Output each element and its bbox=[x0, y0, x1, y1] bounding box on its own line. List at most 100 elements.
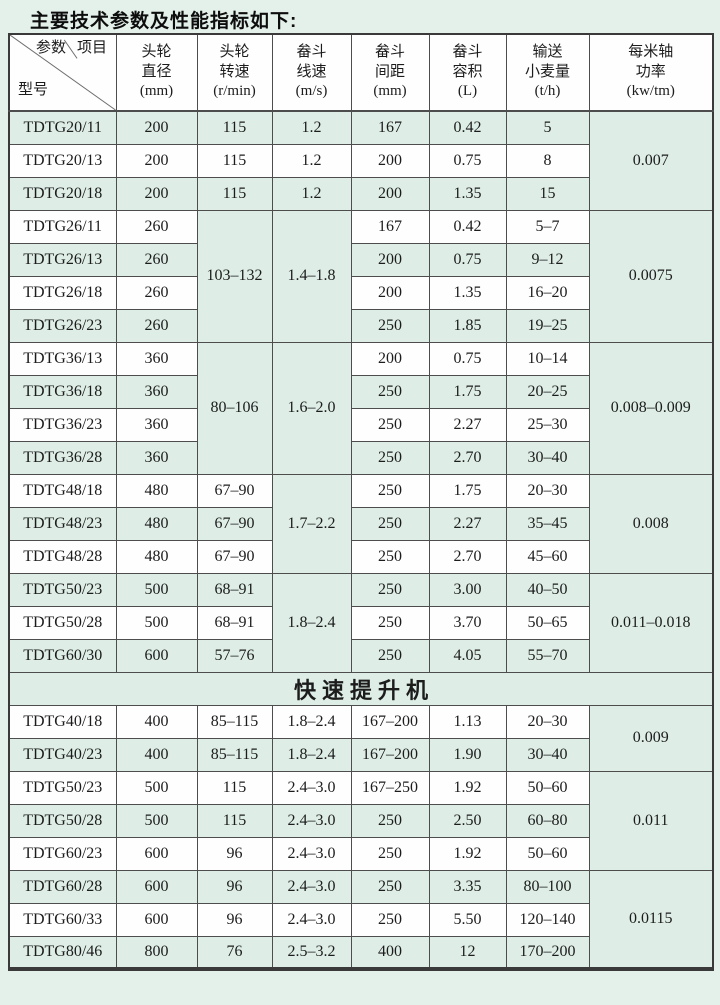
value-cell: 96 bbox=[196, 869, 273, 904]
value-cell: 200 bbox=[115, 176, 198, 211]
column-header-line: (L) bbox=[457, 83, 478, 100]
model-cell: TDTG60/28 bbox=[8, 869, 117, 904]
value-cell: 200 bbox=[350, 275, 430, 310]
value-cell: 200 bbox=[115, 143, 198, 178]
value-cell: 2.4–3.0 bbox=[271, 902, 352, 937]
value-cell: 1.13 bbox=[428, 704, 507, 739]
value-cell: 250 bbox=[350, 473, 430, 508]
value-cell: 500 bbox=[115, 770, 198, 805]
value-cell: 8 bbox=[505, 143, 590, 178]
column-header-line: 小麦量 bbox=[524, 63, 570, 80]
value-cell: 400 bbox=[115, 737, 198, 772]
table-row: TDTG60/33 600 96 2.4–3.0 250 5.50 120–140 bbox=[8, 902, 713, 937]
value-cell: 67–90 bbox=[196, 539, 273, 574]
value-cell: 1.75 bbox=[428, 374, 507, 409]
value-cell: 12 bbox=[428, 935, 507, 970]
model-cell: TDTG26/23 bbox=[8, 308, 117, 343]
value-cell: 0.75 bbox=[428, 143, 507, 178]
table-row: TDTG20/13 200 115 1.2 200 0.75 8 bbox=[8, 143, 713, 178]
merged-value-cell: 1.4–1.8 bbox=[271, 209, 352, 343]
value-cell: 68–91 bbox=[196, 572, 273, 607]
value-cell: 2.4–3.0 bbox=[271, 836, 352, 871]
value-cell: 3.35 bbox=[428, 869, 507, 904]
value-cell: 250 bbox=[350, 440, 430, 475]
column-header-line: 线速 bbox=[296, 63, 327, 80]
table-row: TDTG20/18 200 115 1.2 200 1.35 15 bbox=[8, 176, 713, 211]
value-cell: 1.8–2.4 bbox=[271, 737, 352, 772]
column-header-line: 畚斗 bbox=[374, 43, 405, 60]
table-row: TDTG26/11 260 103–132 1.4–1.8 167 0.42 5–7 0.00… bbox=[8, 209, 714, 343]
table-row: TDTG26/18 260 200 1.35 16–20 bbox=[8, 275, 713, 310]
value-cell: 120–140 bbox=[505, 902, 590, 937]
column-header: 畚斗 容积 (L) bbox=[428, 33, 507, 112]
table-row: TDTG60/23 600 96 2.4–3.0 250 1.92 50–60 bbox=[8, 836, 713, 871]
model-cell: TDTG60/33 bbox=[8, 902, 117, 937]
value-cell: 600 bbox=[115, 638, 198, 673]
model-cell: TDTG26/18 bbox=[8, 275, 117, 310]
value-cell: 167–200 bbox=[350, 704, 430, 739]
corner-param-label: 参数 bbox=[36, 40, 67, 56]
page-title: 主要技术参数及性能指标如下: bbox=[30, 11, 298, 32]
value-cell: 2.70 bbox=[428, 539, 507, 574]
value-cell: 400 bbox=[350, 935, 430, 970]
column-header-line: (mm) bbox=[139, 83, 174, 100]
value-cell: 360 bbox=[115, 440, 198, 475]
value-cell: 40–50 bbox=[505, 572, 590, 607]
value-cell: 250 bbox=[350, 539, 430, 574]
table-row: TDTG60/30 600 57–76 250 4.05 55–70 bbox=[8, 638, 713, 673]
value-cell: 115 bbox=[196, 110, 273, 145]
value-cell: 250 bbox=[350, 902, 430, 937]
merged-value-cell: 0.007 bbox=[588, 110, 714, 211]
value-cell: 1.2 bbox=[271, 110, 352, 145]
column-header-line: 间距 bbox=[374, 63, 405, 80]
value-cell: 2.4–3.0 bbox=[271, 869, 352, 904]
table-row: TDTG50/28 500 115 2.4–3.0 250 2.50 60–80 bbox=[8, 803, 713, 838]
value-cell: 600 bbox=[115, 902, 198, 937]
value-cell: 1.35 bbox=[428, 176, 507, 211]
value-cell: 500 bbox=[115, 605, 198, 640]
value-cell: 260 bbox=[115, 308, 198, 343]
value-cell: 2.70 bbox=[428, 440, 507, 475]
value-cell: 20–30 bbox=[505, 473, 590, 508]
value-cell: 55–70 bbox=[505, 638, 590, 673]
diagonal-divider-icon bbox=[10, 35, 115, 109]
model-cell: TDTG50/28 bbox=[8, 803, 117, 838]
column-header-line: 容积 bbox=[452, 63, 483, 80]
value-cell: 85–115 bbox=[196, 704, 273, 739]
table-row: TDTG80/46 800 76 2.5–3.2 400 12 170–200 bbox=[8, 935, 713, 970]
table-row: TDTG36/18 360 250 1.75 20–25 bbox=[8, 374, 713, 409]
value-cell: 50–65 bbox=[505, 605, 590, 640]
value-cell: 0.42 bbox=[428, 110, 507, 145]
model-cell: TDTG48/18 bbox=[8, 473, 117, 508]
merged-value-cell: 103–132 bbox=[196, 209, 273, 343]
column-header-line: 转速 bbox=[219, 63, 250, 80]
column-header: 头轮 直径 (mm) bbox=[115, 33, 198, 112]
value-cell: 115 bbox=[196, 176, 273, 211]
column-header-line: (m/s) bbox=[295, 83, 328, 100]
value-cell: 480 bbox=[115, 539, 198, 574]
value-cell: 2.4–3.0 bbox=[271, 803, 352, 838]
value-cell: 250 bbox=[350, 605, 430, 640]
value-cell: 260 bbox=[115, 275, 198, 310]
value-cell: 170–200 bbox=[505, 935, 590, 970]
table-row: TDTG50/23 500 115 2.4–3.0 167–250 1.92 50–60 0.… bbox=[8, 770, 714, 871]
section-divider-row: 快速提升机 bbox=[8, 671, 714, 706]
value-cell: 500 bbox=[115, 803, 198, 838]
value-cell: 250 bbox=[350, 638, 430, 673]
model-cell: TDTG36/13 bbox=[8, 341, 117, 376]
value-cell: 200 bbox=[350, 242, 430, 277]
model-cell: TDTG50/23 bbox=[8, 770, 117, 805]
value-cell: 96 bbox=[196, 902, 273, 937]
value-cell: 30–40 bbox=[505, 440, 590, 475]
column-header: 每米轴 功率 (kw/tm) bbox=[588, 33, 714, 112]
merged-value-cell: 0.0075 bbox=[588, 209, 714, 343]
merged-value-cell: 0.008–0.009 bbox=[588, 341, 714, 475]
model-cell: TDTG60/30 bbox=[8, 638, 117, 673]
merged-value-cell: 80–106 bbox=[196, 341, 273, 475]
value-cell: 20–25 bbox=[505, 374, 590, 409]
value-cell: 1.75 bbox=[428, 473, 507, 508]
scanned-page: 主要技术参数及性能指标如下: 参数 项目 型号 头轮 直径 (mm) 头轮 转速 (r/min)… bbox=[8, 11, 714, 971]
value-cell: 80–100 bbox=[505, 869, 590, 904]
table-row: TDTG36/13 360 80–106 1.6–2.0 200 0.75 10–14 0.0… bbox=[8, 341, 714, 475]
section-header: 快速提升机 bbox=[8, 671, 714, 706]
